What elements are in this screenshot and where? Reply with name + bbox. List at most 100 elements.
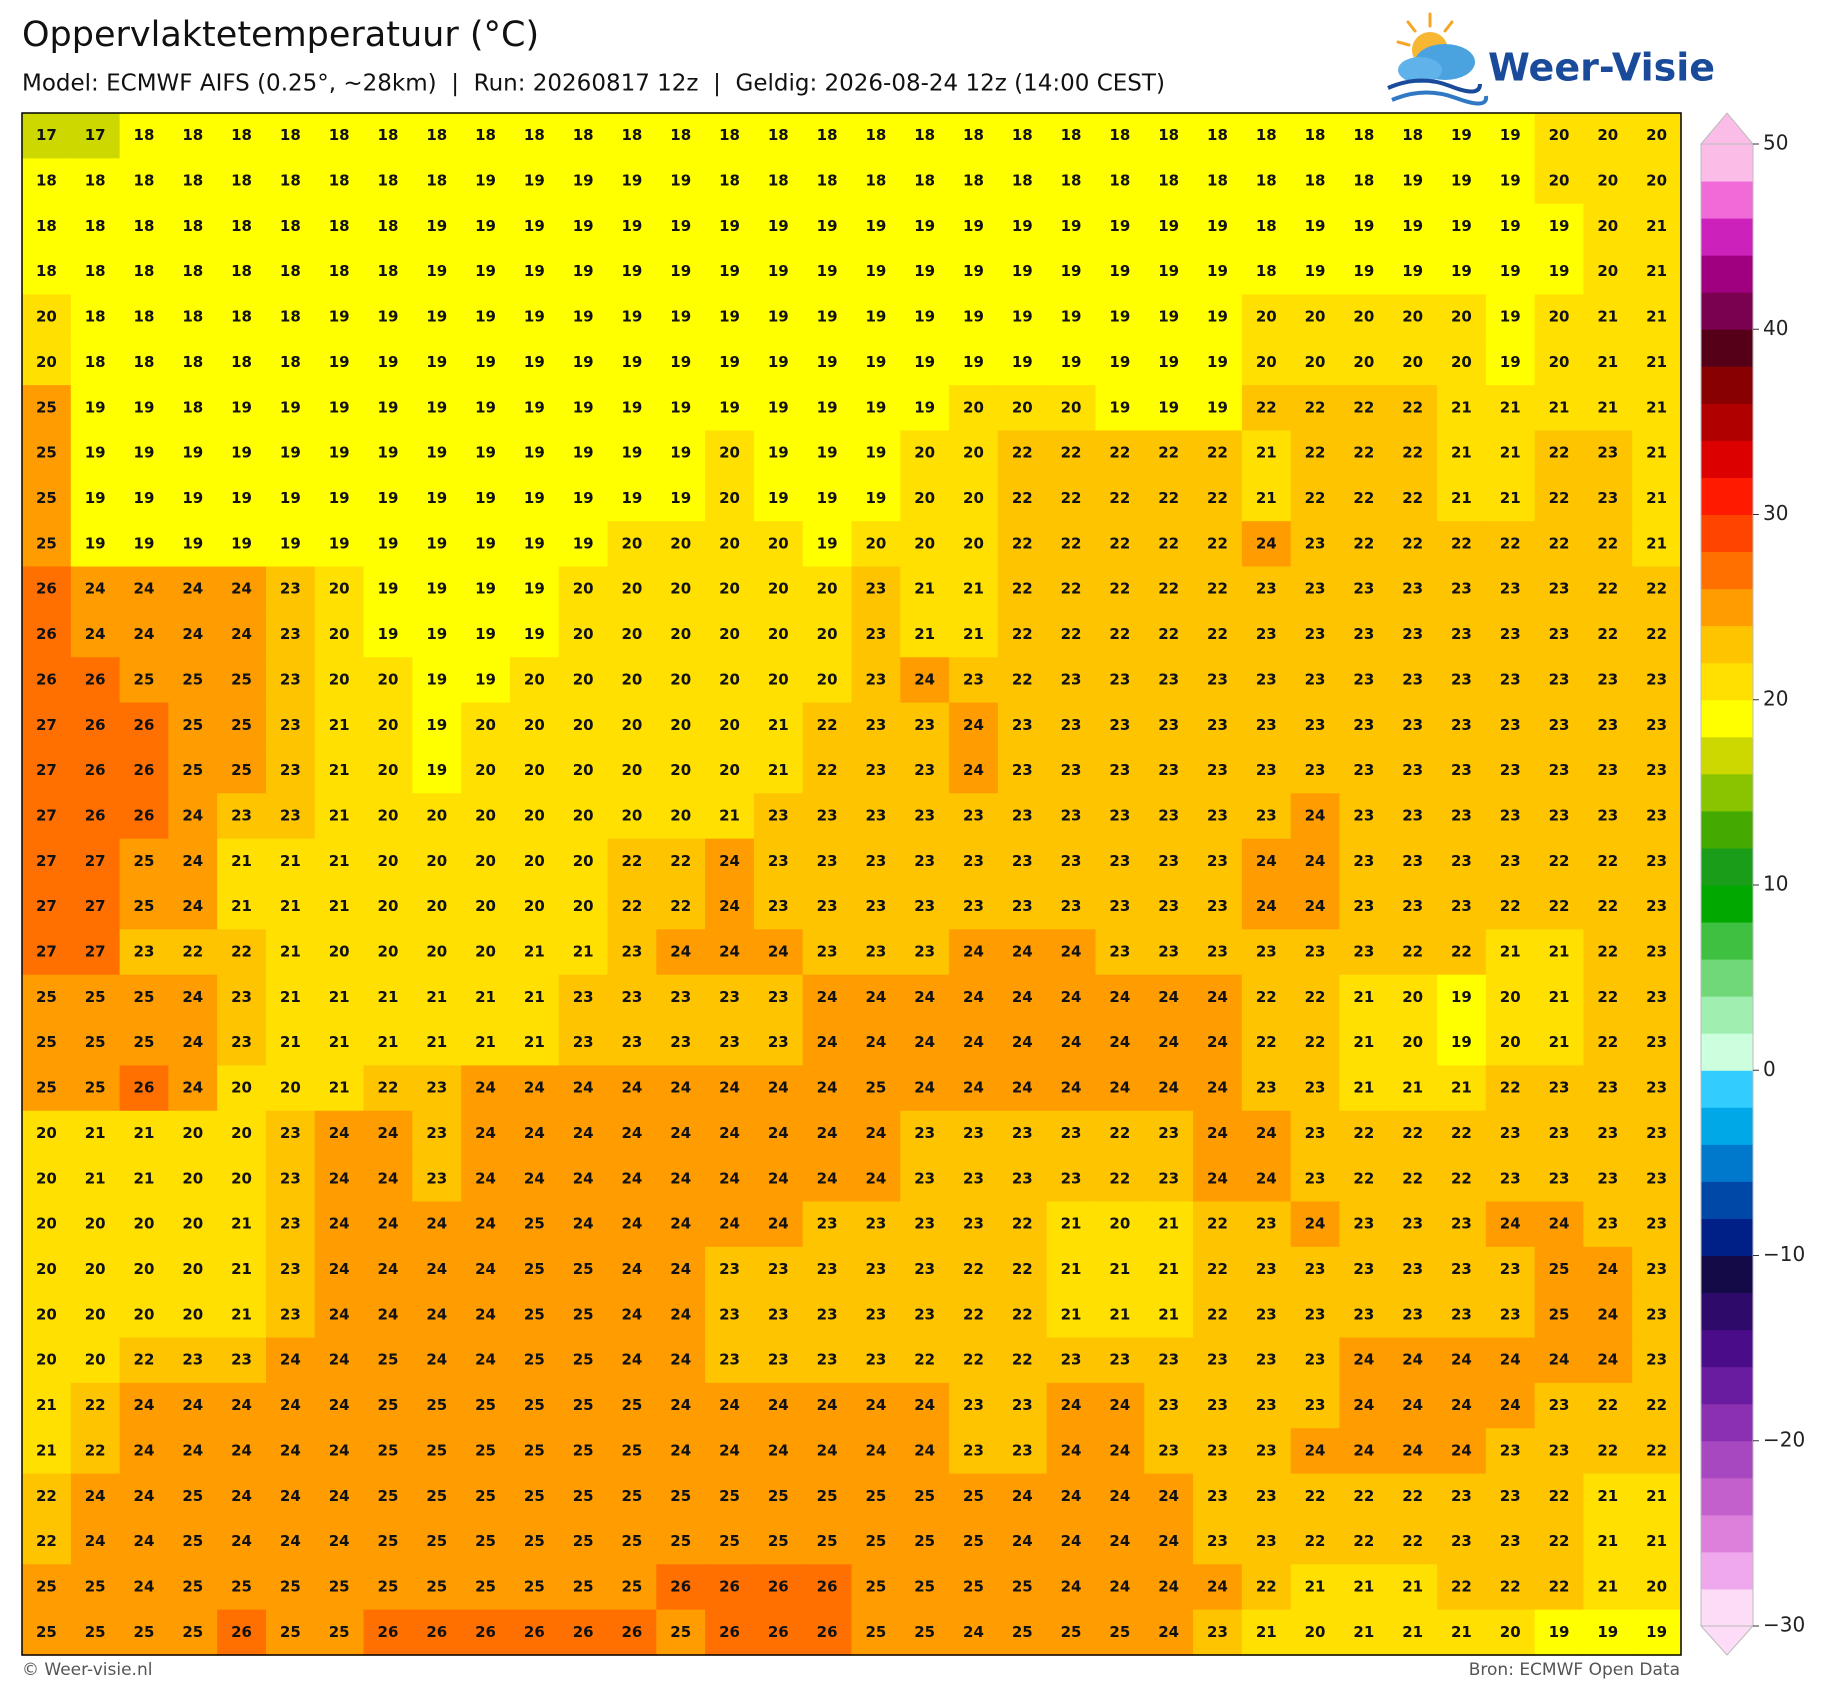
temperature-cell [1485,747,1536,794]
temperature-cell [1144,203,1194,250]
temperature-label: 24 [963,988,984,1006]
temperature-cell [265,702,316,749]
temperature-cell [1632,203,1682,250]
temperature-cell [802,203,853,250]
temperature-cell [753,1246,804,1293]
temperature-cell [119,385,169,432]
temperature-label: 22 [36,1487,57,1505]
temperature-label: 23 [134,943,155,961]
temperature-cell [461,475,511,522]
temperature-label: 20 [963,489,984,507]
temperature-cell [705,521,755,568]
temperature-cell [656,657,706,704]
temperature-label: 19 [1305,262,1326,280]
temperature-cell [70,203,121,250]
temperature-cell [22,747,72,794]
temperature-label: 18 [1158,126,1179,144]
temperature-cell [1583,1428,1633,1475]
temperature-label: 21 [1109,1305,1130,1323]
temperature-cell [1095,747,1145,794]
temperature-cell [949,203,999,250]
temperature-cell [217,158,267,205]
temperature-label: 24 [768,1169,789,1187]
temperature-cell [1290,611,1341,658]
temperature-label: 20 [1061,398,1082,416]
temperature-label: 19 [817,534,838,552]
temperature-cell [851,158,901,205]
temperature-label: 23 [1646,1033,1667,1051]
temperature-cell [851,1020,901,1067]
temperature-cell [656,702,706,749]
temperature-label: 26 [426,1623,447,1641]
temperature-cell [1193,1201,1243,1248]
temperature-cell [1485,1201,1536,1248]
temperature-label: 22 [963,1305,984,1323]
temperature-cell [1437,1065,1487,1112]
temperature-cell [1193,249,1243,296]
temperature-cell [705,1564,755,1611]
temperature-label: 20 [768,625,789,643]
temperature-label: 20 [817,670,838,688]
temperature-label: 20 [1305,308,1326,326]
temperature-cell [314,385,365,432]
temperature-cell [70,475,121,522]
temperature-label: 20 [85,1351,106,1369]
temperature-cell [997,339,1048,386]
temperature-label: 19 [817,444,838,462]
temperature-cell [558,1292,609,1339]
temperature-cell [705,1473,755,1520]
temperature-label: 20 [1402,353,1423,371]
temperature-label: 25 [231,716,252,734]
temperature-cell [851,1201,901,1248]
temperature-label: 25 [378,1396,399,1414]
temperature-label: 24 [865,1124,886,1142]
temperature-cell [900,1246,950,1293]
temperature-cell [22,1110,72,1157]
temperature-label: 20 [524,716,545,734]
temperature-label: 19 [1549,217,1570,235]
temperature-cell [1046,1020,1097,1067]
temperature-label: 23 [914,943,935,961]
temperature-label: 24 [1061,1487,1082,1505]
temperature-cell [802,521,853,568]
temperature-label: 23 [1256,670,1277,688]
temperature-cell [1046,838,1097,885]
temperature-cell [656,339,706,386]
temperature-cell [22,1065,72,1112]
temperature-label: 24 [280,1396,301,1414]
temperature-cell [412,702,462,749]
temperature-cell [1583,430,1633,477]
temperature-label: 23 [1646,670,1667,688]
temperature-cell [1437,249,1487,296]
temperature-label: 23 [1109,670,1130,688]
temperature-label: 18 [231,353,252,371]
temperature-label: 19 [621,398,642,416]
temperature-label: 19 [963,217,984,235]
temperature-label: 23 [768,1351,789,1369]
temperature-label: 26 [670,1577,691,1595]
temperature-cell [265,339,316,386]
temperature-cell [70,747,121,794]
temperature-cell [997,1337,1048,1384]
colorbar-swatch [1701,477,1753,515]
temperature-label: 21 [1597,1532,1618,1550]
logo-text: Weer-Visie [1488,46,1715,90]
temperature-cell [22,203,72,250]
temperature-cell [558,611,609,658]
temperature-cell [119,1518,169,1565]
colorbar-swatch [1701,959,1753,997]
temperature-label: 27 [85,852,106,870]
temperature-cell [217,974,267,1021]
temperature-cell [558,838,609,885]
temperature-cell [558,1382,609,1429]
temperature-cell [558,1065,609,1112]
temperature-cell [1339,611,1389,658]
temperature-cell [802,1110,853,1157]
temperature-label: 19 [1402,172,1423,190]
colorbar-swatch [1701,773,1753,812]
temperature-cell [656,1201,706,1248]
temperature-label: 23 [1256,1396,1277,1414]
temperature-cell [753,158,804,205]
temperature-label: 20 [817,580,838,598]
temperature-cell [22,1609,72,1656]
